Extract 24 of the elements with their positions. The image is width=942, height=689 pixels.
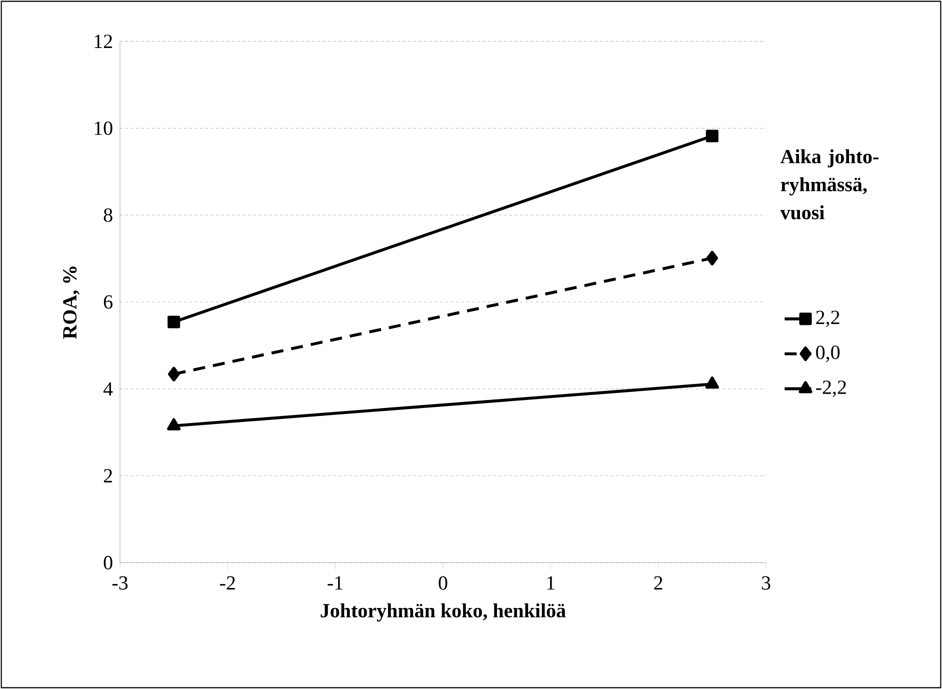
legend-title: Aika johto-ryhmässä, vuosi <box>780 149 878 220</box>
legend-label: 2,2 <box>816 310 840 328</box>
y-tick-label: 6 <box>104 295 112 309</box>
point <box>168 316 180 328</box>
point <box>168 366 180 382</box>
y-tick-label: 8 <box>104 208 112 222</box>
x-axis-title: Johtoryhmän koko, henkilöä <box>320 603 566 622</box>
y-tick-label: 2 <box>104 469 112 482</box>
y-tick-label: 12 <box>94 34 112 48</box>
y-axis-title: ROA, % <box>63 266 80 339</box>
x-tick-label: -2 <box>220 576 235 590</box>
x-tick-label: 3 <box>762 576 770 590</box>
legend-label: -2,2 <box>816 380 846 397</box>
x-tick-label: -1 <box>328 576 342 590</box>
y-tick-label: 0 <box>104 556 112 570</box>
y-tick-label: 4 <box>103 382 113 396</box>
x-tick-label: 0 <box>438 576 448 590</box>
legend-label: 0,0 <box>816 346 840 362</box>
x-tick-label: 1 <box>547 576 554 590</box>
point <box>706 250 718 266</box>
x-tick-label: -3 <box>112 576 128 590</box>
x-tick-label: 2 <box>654 576 662 590</box>
point <box>706 130 718 142</box>
y-tick-label: 10 <box>94 121 112 135</box>
